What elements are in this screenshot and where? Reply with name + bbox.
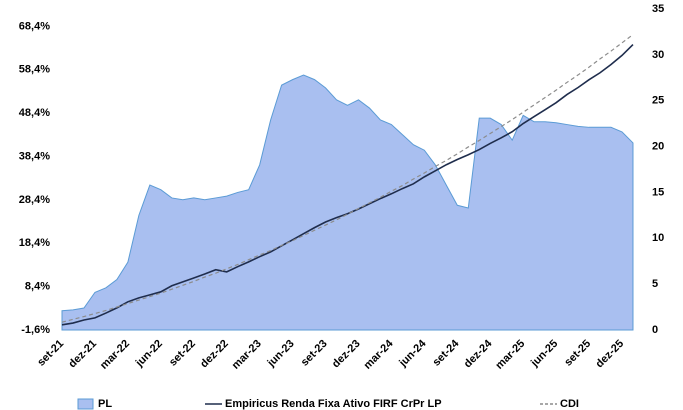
line bbox=[61, 34, 634, 323]
y-tick-label: 8,4% bbox=[25, 281, 50, 293]
y-tick-label: 28,4% bbox=[19, 194, 50, 206]
x-tick-label: dez-22 bbox=[198, 338, 231, 371]
y2-tick-label: 10 bbox=[652, 232, 664, 244]
x-tick-label: set-21 bbox=[35, 338, 66, 369]
y-tick-label: 68,4% bbox=[19, 20, 50, 32]
area bbox=[61, 74, 634, 331]
legend-label: PL bbox=[98, 398, 112, 410]
x-tick-label: dez-21 bbox=[66, 338, 99, 371]
x-tick-label: set-25 bbox=[562, 338, 593, 369]
x-tick-label: jun-24 bbox=[396, 337, 429, 370]
x-tick-label: mar-24 bbox=[362, 337, 397, 372]
x-tick-label: mar-22 bbox=[98, 338, 132, 372]
y2-tick-label: 20 bbox=[652, 140, 664, 152]
x-tick-label: set-23 bbox=[299, 338, 330, 369]
y-tick-label: -1,6% bbox=[21, 324, 50, 336]
x-tick-label: jun-25 bbox=[528, 338, 560, 370]
legend-swatch bbox=[77, 398, 94, 410]
line bbox=[61, 44, 634, 326]
y-tick-label: 18,4% bbox=[19, 237, 50, 249]
legend-label: Empiricus Renda Fixa Ativo FIRF CrPr LP bbox=[225, 398, 442, 410]
y2-tick-label: 25 bbox=[652, 95, 664, 107]
y-tick-label: 58,4% bbox=[19, 64, 50, 76]
x-tick-label: set-22 bbox=[167, 338, 198, 369]
y-tick-label: 38,4% bbox=[19, 150, 50, 162]
y2-tick-label: 0 bbox=[652, 324, 658, 336]
y-tick-label: 48,4% bbox=[19, 107, 50, 119]
legend-label: CDI bbox=[560, 398, 579, 410]
y2-tick-label: 5 bbox=[652, 278, 658, 290]
y2-tick-label: 35 bbox=[652, 3, 664, 15]
x-tick-label: set-24 bbox=[431, 337, 463, 369]
x-tick-label: dez-24 bbox=[462, 337, 495, 370]
x-tick-label: dez-25 bbox=[593, 338, 626, 371]
x-tick-label: jun-23 bbox=[265, 338, 297, 370]
x-tick-label: mar-25 bbox=[493, 338, 527, 372]
y2-tick-label: 15 bbox=[652, 186, 664, 198]
y2-tick-label: 30 bbox=[652, 49, 664, 61]
x-tick-label: dez-23 bbox=[330, 338, 363, 371]
x-tick-label: mar-23 bbox=[230, 338, 264, 372]
x-tick-label: jun-22 bbox=[133, 338, 165, 370]
